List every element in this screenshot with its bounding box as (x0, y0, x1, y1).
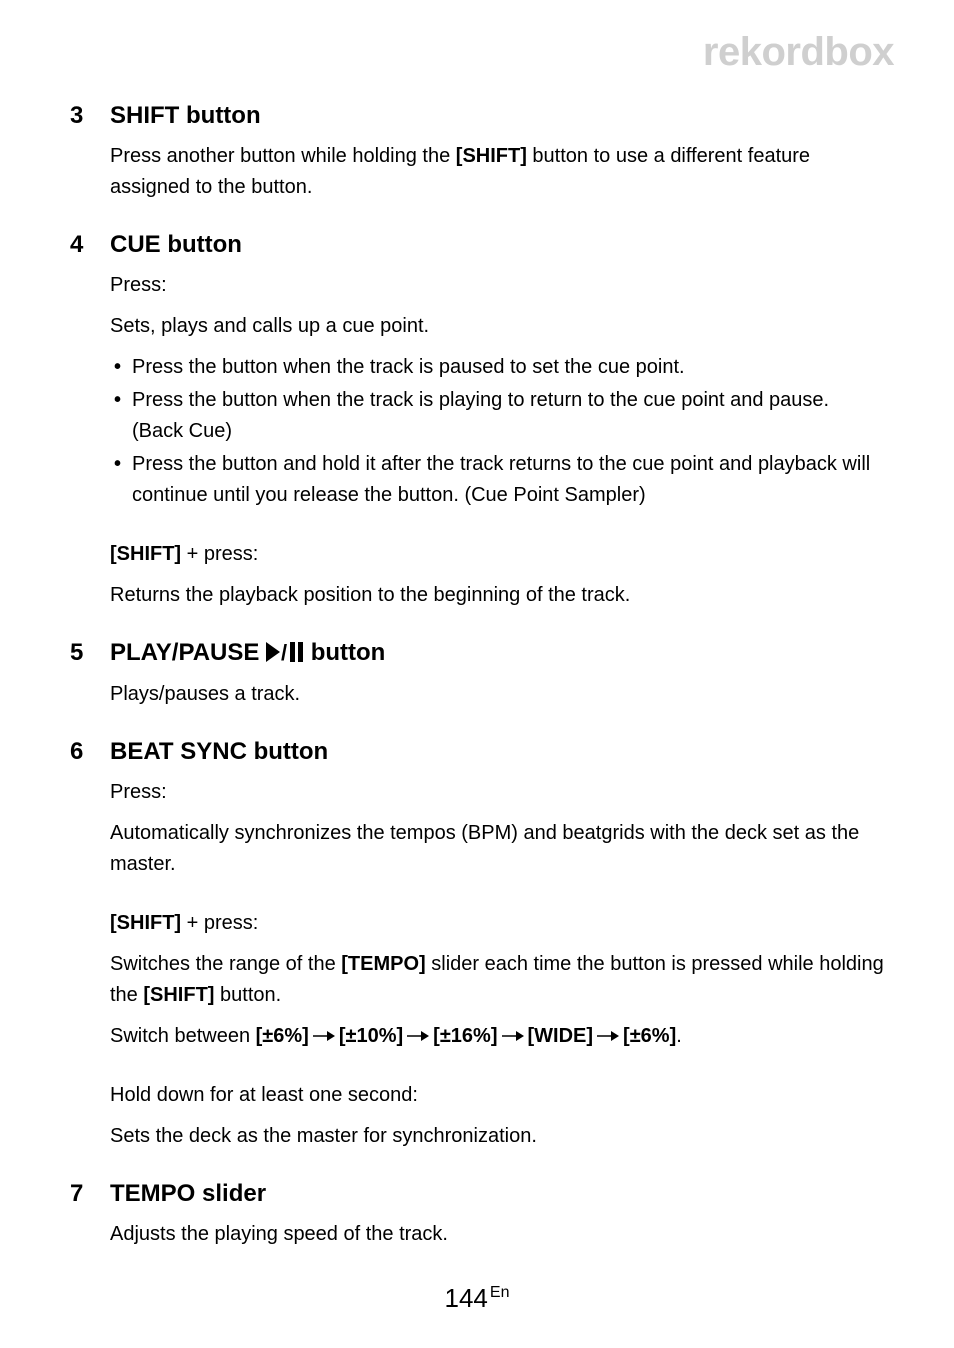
arrow-icon (309, 1025, 339, 1047)
paragraph: Sets the deck as the master for synchron… (110, 1121, 884, 1152)
text: Sets the deck as the master for synchron… (110, 1125, 537, 1147)
numbered-item: 5PLAY/PAUSE / buttonPlays/pauses a track… (70, 637, 884, 709)
spacer (110, 1062, 884, 1080)
paragraph: Sets, plays and calls up a cue point. (110, 311, 884, 342)
text: Automatically synchronizes the tempos (B… (110, 822, 859, 875)
item-body: PLAY/PAUSE / buttonPlays/pauses a track. (110, 637, 884, 709)
text: Switch between (110, 1025, 256, 1047)
text: . (676, 1025, 682, 1047)
bold-text: [SHIFT] (456, 145, 527, 167)
numbered-item: 3SHIFT button Press another button while … (70, 100, 884, 203)
item-number: 3 (70, 100, 110, 203)
item-body: SHIFT button Press another button while h… (110, 100, 884, 203)
bold-text: [±6%] (256, 1025, 309, 1047)
item-heading: TEMPO slider (110, 1178, 884, 1209)
text: Press another button while holding the (110, 145, 456, 167)
text: Press: (110, 274, 167, 296)
text: Press the button when the track is pause… (132, 356, 685, 378)
bold-text: [SHIFT] (110, 912, 181, 934)
arrow-icon (403, 1025, 433, 1047)
numbered-item: 7TEMPO slider Adjusts the playing speed o… (70, 1178, 884, 1250)
paragraph: Plays/pauses a track. (110, 679, 884, 710)
paragraph: Hold down for at least one second: (110, 1080, 884, 1111)
item-number: 5 (70, 637, 110, 709)
item-body: BEAT SYNC button Press: Automatically sync… (110, 736, 884, 1152)
arrow-icon (593, 1025, 623, 1047)
paragraph: [SHIFT] + press: (110, 908, 884, 939)
bold-text: [SHIFT] (143, 984, 214, 1006)
numbered-item: 4CUE button Press: Sets, plays and calls u… (70, 229, 884, 611)
bold-text: [TEMPO] (341, 953, 425, 975)
item-number: 6 (70, 736, 110, 1152)
item-heading: BEAT SYNC button (110, 736, 884, 767)
item-body: TEMPO slider Adjusts the playing speed of… (110, 1178, 884, 1250)
paragraph: Switches the range of the [TEMPO] slider… (110, 949, 884, 1011)
text: + press: (181, 912, 258, 934)
bullet-list: Press the button when the track is pause… (110, 352, 884, 511)
text: Press the button and hold it after the t… (132, 453, 870, 506)
bold-text: [SHIFT] (110, 543, 181, 565)
text: Press the button when the track is playi… (132, 389, 829, 442)
bold-text: [WIDE] (528, 1025, 594, 1047)
item-heading: CUE button (110, 229, 884, 260)
bold-text: [±10%] (339, 1025, 403, 1047)
paragraph: Press: (110, 270, 884, 301)
bullet-item: Press the button when the track is playi… (110, 385, 884, 447)
paragraph: [SHIFT] + press: (110, 539, 884, 570)
text: Sets, plays and calls up a cue point. (110, 315, 429, 337)
spacer (110, 890, 884, 908)
brand-logo: rekordbox (703, 30, 894, 75)
page-footer: 144En (0, 1283, 954, 1314)
text: PLAY/PAUSE (110, 639, 266, 666)
item-body: CUE button Press: Sets, plays and calls up… (110, 229, 884, 611)
bold-text: [±16%] (433, 1025, 497, 1047)
item-heading: PLAY/PAUSE / button (110, 637, 884, 668)
numbered-item: 6BEAT SYNC button Press: Automatically syn… (70, 736, 884, 1152)
text: Adjusts the playing speed of the track. (110, 1223, 448, 1245)
item-number: 4 (70, 229, 110, 611)
page: rekordbox 3SHIFT button Press another but… (0, 0, 954, 1348)
text: button. (214, 984, 281, 1006)
text: Press: (110, 781, 167, 803)
bullet-item: Press the button when the track is pause… (110, 352, 884, 383)
paragraph: Returns the playback position to the beg… (110, 580, 884, 611)
arrow-icon (498, 1025, 528, 1047)
paragraph: Press another button while holding the [… (110, 141, 884, 203)
paragraph: Automatically synchronizes the tempos (B… (110, 818, 884, 880)
text: Returns the playback position to the beg… (110, 584, 630, 606)
item-number: 7 (70, 1178, 110, 1250)
item-heading: SHIFT button (110, 100, 884, 131)
paragraph: Switch between [±6%] [±10%] [±16%] [WIDE] [±… (110, 1021, 884, 1052)
text: Hold down for at least one second: (110, 1084, 418, 1106)
page-number: 144 (445, 1283, 488, 1313)
text: Switches the range of the (110, 953, 341, 975)
bullet-item: Press the button and hold it after the t… (110, 449, 884, 511)
paragraph: Adjusts the playing speed of the track. (110, 1219, 884, 1250)
bold-text: [±6%] (623, 1025, 676, 1047)
spacer (110, 521, 884, 539)
text: + press: (181, 543, 258, 565)
svg-text:/: / (281, 642, 287, 662)
text: Plays/pauses a track. (110, 683, 300, 705)
page-suffix: En (490, 1284, 510, 1301)
paragraph: Press: (110, 777, 884, 808)
content: 3SHIFT button Press another button while … (70, 100, 884, 1250)
playpause-icon: / (266, 639, 304, 666)
text: button (304, 639, 385, 666)
